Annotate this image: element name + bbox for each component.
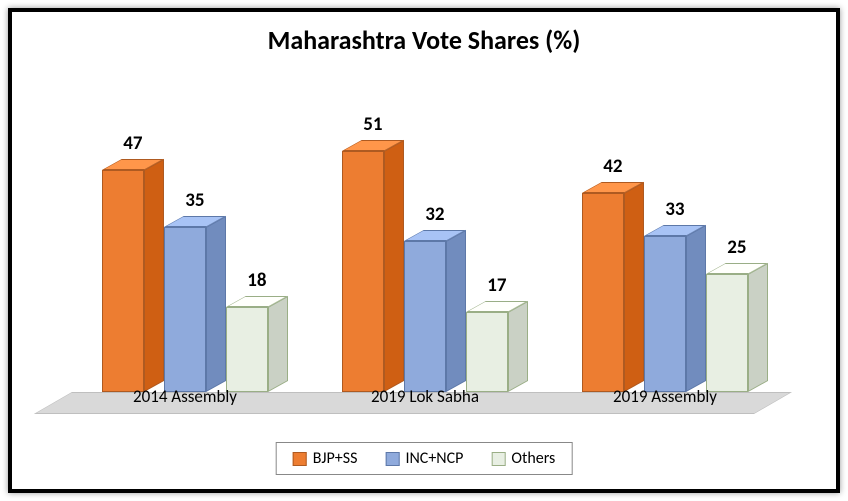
legend-item: BJP+SS — [293, 449, 358, 468]
bar — [164, 227, 206, 392]
chart-title: Maharashtra Vote Shares (%) — [12, 12, 836, 56]
value-label: 17 — [467, 274, 527, 297]
value-label: 25 — [707, 236, 767, 259]
bar — [466, 312, 508, 392]
bar — [582, 193, 624, 392]
legend-swatch — [293, 452, 307, 466]
category-label: 2019 Assembly — [552, 386, 778, 407]
bar — [226, 307, 268, 392]
legend-item: Others — [491, 449, 555, 468]
legend-label: INC+NCP — [405, 449, 463, 468]
category-label: 2014 Assembly — [72, 386, 298, 407]
bar — [706, 274, 748, 392]
legend: BJP+SS INC+NCP Others — [276, 442, 573, 475]
value-label: 51 — [343, 113, 403, 136]
bar — [644, 236, 686, 392]
legend-label: BJP+SS — [313, 449, 358, 468]
value-label: 33 — [645, 198, 705, 221]
value-label: 42 — [583, 155, 643, 178]
legend-label: Others — [511, 449, 555, 468]
legend-item: INC+NCP — [385, 449, 463, 468]
legend-swatch — [385, 452, 399, 466]
legend-swatch — [491, 452, 505, 466]
chart-frame: Maharashtra Vote Shares (%) 47 35 18 51 32 17… — [8, 8, 840, 493]
plot-area: 473518513217423325 2014 Assembly2019 Lok… — [72, 92, 792, 392]
value-label: 47 — [103, 132, 163, 155]
bar — [404, 241, 446, 392]
bar — [102, 170, 144, 392]
category-label: 2019 Lok Sabha — [312, 386, 538, 407]
bar — [342, 151, 384, 392]
value-label: 18 — [227, 269, 287, 292]
value-label: 35 — [165, 189, 225, 212]
value-label: 32 — [405, 203, 465, 226]
